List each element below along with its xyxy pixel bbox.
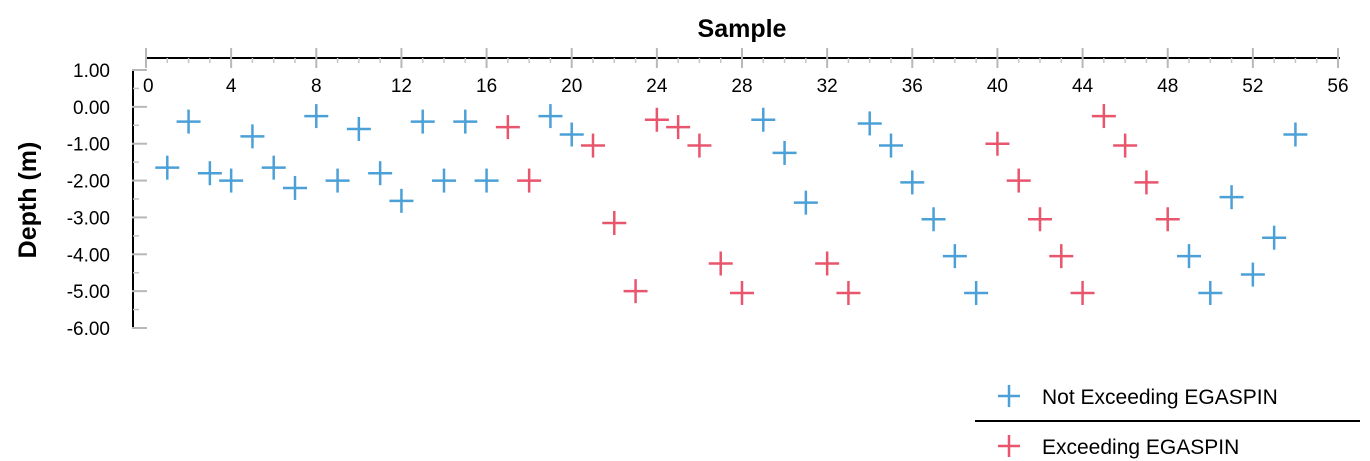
data-point <box>538 104 563 129</box>
data-point <box>410 109 435 134</box>
x-tick-label: 36 <box>902 76 923 97</box>
x-tick-label: 28 <box>731 76 752 97</box>
data-point <box>453 109 478 134</box>
x-tick-label: 40 <box>987 76 1008 97</box>
data-point <box>495 115 520 140</box>
data-point <box>836 280 861 305</box>
legend-label: Exceeding EGASPIN <box>1042 436 1239 459</box>
data-point <box>1134 170 1159 195</box>
y-axis-title: Depth (m) <box>14 142 42 259</box>
data-point <box>644 107 669 132</box>
data-point <box>474 168 499 193</box>
x-tick-label: 48 <box>1157 76 1178 97</box>
data-point <box>197 161 222 186</box>
data-point <box>879 133 903 158</box>
data-point <box>900 170 925 195</box>
data-point <box>815 251 840 276</box>
data-point <box>389 188 414 213</box>
data-point <box>985 131 1010 156</box>
data-point <box>1283 122 1308 147</box>
data-point <box>793 190 818 215</box>
x-tick-label: 52 <box>1242 76 1263 97</box>
data-point <box>687 133 712 158</box>
y-tick-label: -6.00 <box>67 319 110 340</box>
legend-marker-icon <box>998 435 1020 457</box>
axes: 0 4 8 12 16 20 24 28 32 36 40 44 48 52 56Sample1.000.0… <box>14 15 1349 340</box>
x-axis-title: Sample <box>698 15 787 43</box>
y-tick-label: 0.00 <box>73 98 110 119</box>
data-point <box>623 279 648 304</box>
data-point <box>1219 185 1244 210</box>
data-point <box>283 175 307 200</box>
y-tick-label: -4.00 <box>67 245 110 266</box>
x-tick-label: 24 <box>646 76 668 97</box>
data-point <box>857 111 882 136</box>
x-tick-label: 8 <box>311 76 322 97</box>
x-tick-label: 12 <box>391 76 412 97</box>
data-point <box>1113 133 1138 158</box>
data-point <box>432 168 456 193</box>
y-tick-label: -2.00 <box>67 172 110 193</box>
data-point <box>1155 207 1180 232</box>
data-point <box>1049 244 1074 269</box>
x-tick-label: 20 <box>561 76 582 97</box>
x-tick-label: 44 <box>1072 76 1094 97</box>
x-tick-label: 16 <box>476 76 497 97</box>
series-not-exceeding <box>155 104 1308 305</box>
data-point <box>517 168 542 193</box>
legend-item: Exceeding EGASPIN <box>998 435 1239 459</box>
legend-label: Not Exceeding EGASPIN <box>1042 386 1278 409</box>
data-point <box>964 280 989 305</box>
x-tick-label: 32 <box>817 76 838 97</box>
data-point <box>602 210 627 235</box>
data-point <box>666 115 691 140</box>
data-point <box>1070 280 1095 305</box>
legend-marker-icon <box>998 385 1020 407</box>
data-point <box>751 107 776 132</box>
data-point <box>730 280 754 305</box>
data-point <box>1177 244 1201 269</box>
data-point <box>942 244 967 269</box>
y-tick-label: 1.00 <box>73 61 110 82</box>
y-tick-label: -3.00 <box>67 208 110 229</box>
data-point <box>325 168 350 193</box>
data-point <box>304 104 329 129</box>
data-points <box>155 104 1308 305</box>
data-point <box>708 251 733 276</box>
data-point <box>155 155 180 180</box>
y-tick-label: -5.00 <box>67 282 110 303</box>
x-tick-label: 0 <box>143 76 154 97</box>
data-point <box>559 122 584 147</box>
legend: Not Exceeding EGASPIN Exceeding EGASPIN <box>975 385 1360 459</box>
data-point <box>1262 225 1287 250</box>
data-point <box>368 161 393 186</box>
data-point <box>1198 280 1223 305</box>
data-point <box>772 140 797 165</box>
x-tick-label: 56 <box>1327 76 1348 97</box>
data-point <box>219 168 244 193</box>
data-point <box>346 116 371 141</box>
x-tick-label: 4 <box>226 76 237 97</box>
y-tick-label: -1.00 <box>67 135 110 156</box>
legend-item: Not Exceeding EGASPIN <box>998 385 1278 409</box>
series-exceeding <box>495 104 1180 305</box>
data-point <box>921 207 946 232</box>
data-point <box>581 133 605 158</box>
data-point <box>1091 104 1116 129</box>
data-point <box>261 155 286 180</box>
data-point <box>240 124 265 149</box>
data-point <box>1028 207 1052 232</box>
data-point <box>1240 262 1265 287</box>
data-point <box>1006 168 1031 193</box>
data-point <box>176 109 201 134</box>
